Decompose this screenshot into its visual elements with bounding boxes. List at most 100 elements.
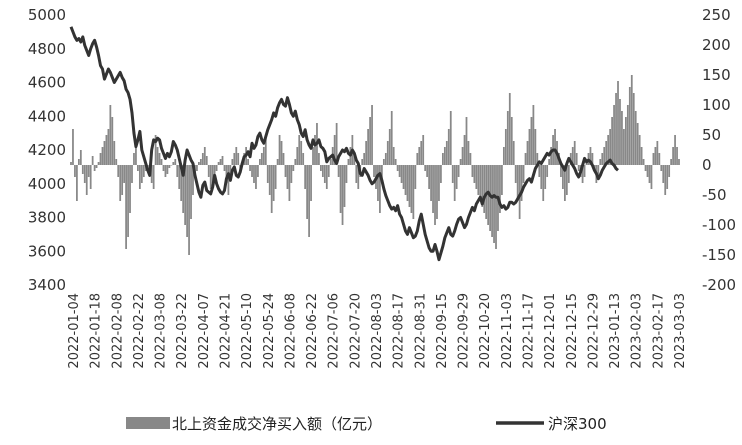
bar [288, 165, 291, 201]
bar [91, 156, 94, 165]
bar [522, 165, 525, 183]
x-tick-label: 2022-10-20 [478, 293, 493, 369]
bar [207, 165, 210, 177]
bar [192, 165, 194, 195]
bar [453, 165, 456, 201]
bar [422, 135, 425, 165]
bar [514, 165, 517, 183]
bar [449, 111, 452, 165]
bar [408, 165, 411, 207]
bar [428, 165, 430, 189]
bar [292, 165, 295, 171]
right-tick-label: -200 [702, 276, 736, 294]
x-tick-label: 2023-01-13 [608, 293, 623, 369]
x-tick-label: 2022-06-08 [283, 293, 298, 369]
bar [526, 141, 529, 165]
left-tick-label: 4800 [28, 40, 66, 58]
bar [333, 135, 336, 165]
bar [272, 165, 275, 201]
bar [264, 135, 267, 165]
right-tick-label: 50 [702, 126, 721, 144]
bar [619, 99, 621, 165]
bar [97, 162, 100, 165]
bar [563, 165, 566, 201]
x-tick-label: 2023-03-03 [673, 293, 688, 369]
bar [432, 165, 434, 213]
bar [274, 165, 277, 189]
right-tick-label: 0 [702, 156, 712, 174]
bar [251, 165, 253, 177]
bar [404, 165, 407, 195]
bar [510, 117, 513, 165]
bar [111, 117, 114, 165]
bar [656, 141, 659, 165]
bar [182, 165, 185, 213]
bar [361, 159, 364, 165]
bar [231, 159, 234, 165]
bar [290, 165, 293, 183]
bar [300, 141, 303, 165]
bar [225, 165, 228, 183]
bar [607, 135, 610, 165]
bar [601, 153, 604, 165]
bar [154, 135, 157, 165]
bar [678, 159, 680, 165]
bar [70, 162, 72, 165]
bar [400, 165, 403, 183]
bar [599, 159, 602, 165]
bar [142, 165, 145, 177]
bar [213, 165, 216, 177]
bar [461, 147, 464, 165]
bar [140, 165, 143, 183]
line-series [69, 26, 619, 262]
bar [672, 147, 674, 165]
left-tick-label: 5000 [28, 6, 66, 24]
bar [426, 165, 429, 177]
bar [199, 159, 202, 165]
bar [164, 165, 167, 177]
x-tick-label: 2022-07-20 [348, 293, 363, 369]
bar [270, 165, 273, 213]
bar [119, 165, 122, 201]
bar [457, 165, 460, 177]
bar [443, 147, 446, 165]
right-tick-label: -100 [702, 216, 736, 234]
bar [312, 147, 314, 165]
bar [278, 135, 281, 165]
bar [544, 165, 547, 189]
x-tick-label: 2022-11-17 [522, 293, 537, 369]
bar [85, 165, 88, 195]
bar [196, 165, 198, 171]
bar [135, 141, 137, 165]
x-tick-label: 2022-05-10 [240, 293, 255, 369]
left-tick-label: 4400 [28, 107, 66, 125]
bar [170, 165, 173, 166]
right-tick-label: -50 [702, 186, 727, 204]
bar [296, 147, 299, 165]
bar [353, 153, 356, 165]
x-tick-label: 2022-03-22 [175, 293, 190, 369]
bar [327, 165, 330, 177]
bar-series [70, 75, 680, 255]
bar [162, 165, 165, 171]
bar [168, 165, 171, 168]
bar [623, 129, 625, 165]
x-tick-label: 2022-06-22 [305, 293, 320, 369]
bar [186, 165, 188, 237]
bar [76, 165, 78, 201]
bar [83, 165, 86, 183]
bar [369, 117, 371, 165]
bar [502, 147, 505, 165]
bar [89, 165, 92, 189]
bar [504, 129, 507, 165]
bar [632, 93, 635, 165]
bar [381, 165, 383, 183]
bar [133, 153, 135, 165]
bar [129, 165, 131, 213]
bar [398, 165, 401, 177]
bar [302, 153, 305, 165]
bar [318, 153, 320, 165]
x-tick-label: 2023-02-03 [630, 293, 645, 369]
x-tick-label: 2022-02-22 [132, 293, 147, 369]
x-tick-label: 2022-08-03 [370, 293, 385, 369]
